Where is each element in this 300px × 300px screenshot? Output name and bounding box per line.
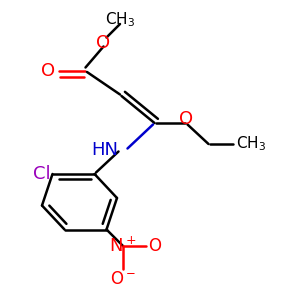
Text: HN: HN (92, 141, 118, 159)
Text: N$^+$: N$^+$ (109, 236, 137, 256)
Text: O: O (41, 61, 56, 80)
Text: O$^-$: O$^-$ (110, 270, 136, 288)
Text: O: O (179, 110, 193, 128)
Text: CH$_3$: CH$_3$ (105, 10, 135, 29)
Text: O: O (96, 34, 111, 52)
Text: Cl: Cl (33, 165, 51, 183)
Text: O: O (148, 237, 161, 255)
Text: CH$_3$: CH$_3$ (236, 135, 266, 153)
